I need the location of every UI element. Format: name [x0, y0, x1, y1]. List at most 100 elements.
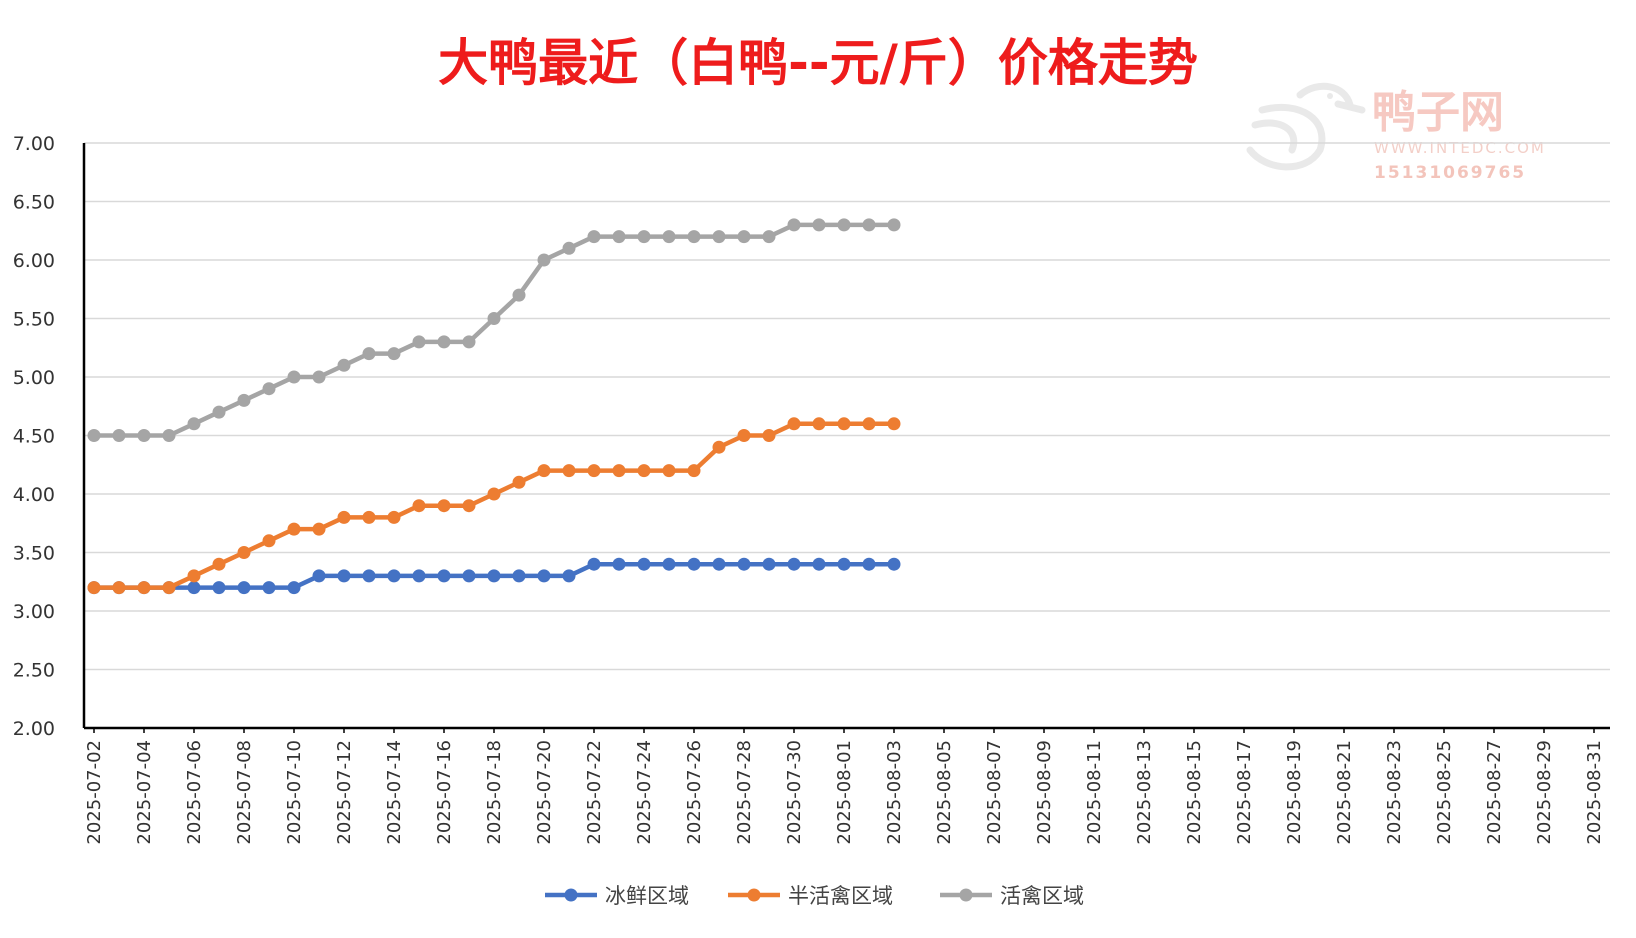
data-point [887, 557, 901, 571]
data-point [312, 370, 326, 384]
data-point [212, 405, 226, 419]
axes [82, 143, 1610, 730]
data-point [537, 253, 551, 267]
legend-marker [564, 888, 578, 902]
x-tick-label: 2025-08-21 [1334, 740, 1355, 845]
legend-item: 冰鲜区域 [545, 884, 689, 908]
data-point [837, 417, 851, 431]
duck-logo-icon [1246, 82, 1366, 171]
data-point [862, 557, 876, 571]
gridlines [84, 142, 1610, 671]
data-point [762, 429, 776, 442]
data-point [812, 218, 826, 232]
legend-item: 活禽区域 [940, 884, 1084, 908]
data-point [112, 581, 126, 595]
data-point [512, 569, 526, 583]
y-axis-tick-labels: 2.00 2.50 3.00 3.50 4.00 4.50 5.00 5.50 6.00 6.50… [13, 133, 55, 740]
data-point [287, 581, 301, 595]
data-point [287, 370, 301, 384]
y-tick-label: 2.00 [13, 718, 55, 740]
legend-marker [747, 888, 761, 902]
data-point [312, 522, 326, 536]
data-point [237, 546, 251, 559]
data-point [512, 475, 526, 489]
data-point [662, 464, 676, 478]
data-point [862, 218, 876, 232]
data-point [737, 230, 751, 244]
data-point [612, 464, 626, 478]
data-point [337, 569, 351, 583]
y-tick-label: 5.50 [13, 309, 55, 331]
data-point [137, 429, 151, 442]
data-point [337, 510, 351, 524]
x-tick-label: 2025-08-17 [1234, 740, 1255, 845]
data-point [787, 417, 801, 431]
legend-label: 冰鲜区域 [605, 884, 689, 908]
data-point [737, 557, 751, 571]
watermark-brand: 鸭子网 [1372, 87, 1504, 138]
x-tick-label: 2025-08-31 [1584, 740, 1605, 845]
data-point [87, 581, 101, 595]
data-point [887, 218, 901, 232]
data-point [712, 557, 726, 571]
data-point [512, 288, 526, 302]
data-point [487, 312, 501, 325]
x-tick-label: 2025-07-04 [134, 740, 155, 845]
data-point [612, 557, 626, 571]
x-tick-label: 2025-08-13 [1134, 740, 1155, 845]
data-point [587, 464, 601, 478]
legend-marker [959, 888, 973, 902]
data-point [462, 569, 476, 583]
legend: 冰鲜区域 半活禽区域 活禽区域 [545, 884, 1084, 908]
x-tick-label: 2025-08-23 [1384, 740, 1405, 845]
watermark-url: WWW.INTEDC.COM [1374, 139, 1546, 157]
data-point [412, 569, 426, 583]
legend-label: 活禽区域 [1000, 884, 1084, 908]
data-point [437, 569, 451, 583]
data-point [112, 429, 126, 442]
series-0 [87, 557, 901, 595]
data-point [137, 581, 151, 595]
x-tick-label: 2025-07-20 [534, 740, 555, 845]
data-point [162, 581, 176, 595]
data-point [762, 557, 776, 571]
x-tick-label: 2025-07-12 [334, 740, 355, 845]
y-tick-label: 4.50 [13, 426, 55, 448]
x-tick-label: 2025-08-05 [934, 740, 955, 845]
x-tick-label: 2025-07-08 [234, 740, 255, 845]
data-point [587, 557, 601, 571]
x-tick-label: 2025-08-01 [834, 740, 855, 845]
data-point [162, 429, 176, 442]
y-tick-label: 6.50 [13, 192, 55, 214]
data-point [562, 569, 576, 583]
data-point [712, 230, 726, 244]
legend-item: 半活禽区域 [728, 884, 893, 908]
x-tick-label: 2025-08-27 [1484, 740, 1505, 845]
data-point [562, 241, 576, 255]
x-tick-label: 2025-07-14 [384, 740, 405, 845]
data-point [487, 569, 501, 583]
data-point [737, 429, 751, 442]
data-point [387, 569, 401, 583]
x-tick-label: 2025-08-25 [1434, 740, 1455, 845]
y-tick-label: 6.00 [13, 250, 55, 272]
y-tick-label: 3.50 [13, 543, 55, 565]
data-point [537, 569, 551, 583]
data-point [612, 230, 626, 244]
data-point [187, 569, 201, 583]
y-tick-label: 7.00 [13, 133, 55, 155]
x-tick-label: 2025-07-16 [434, 740, 455, 845]
data-point [837, 557, 851, 571]
data-point [712, 440, 726, 454]
data-point [637, 464, 651, 478]
data-point [412, 499, 426, 513]
data-point [637, 230, 651, 244]
x-tick-label: 2025-08-29 [1534, 740, 1555, 845]
x-tick-label: 2025-07-18 [484, 740, 505, 845]
series-layer [87, 218, 901, 595]
data-point [437, 335, 451, 349]
data-point [187, 417, 201, 431]
legend-label: 半活禽区域 [788, 884, 893, 908]
data-point [562, 464, 576, 478]
